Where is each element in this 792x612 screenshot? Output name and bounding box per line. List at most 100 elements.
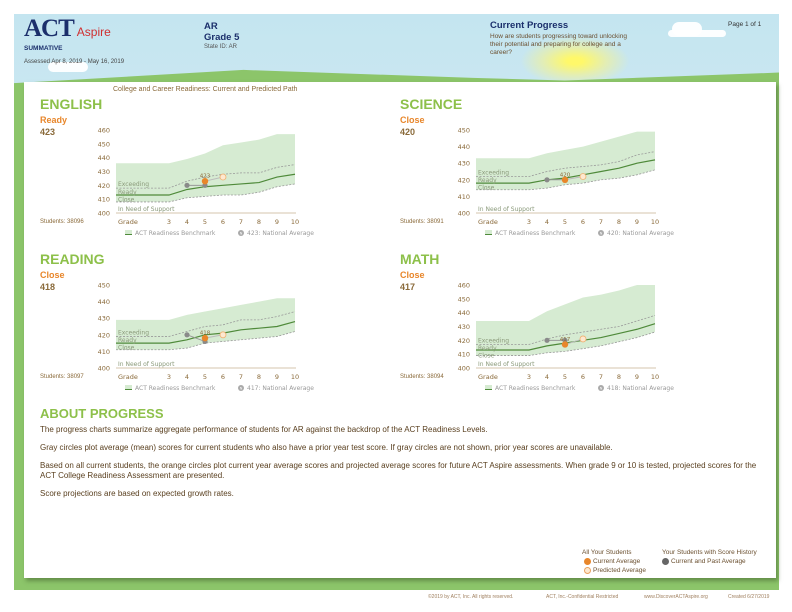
zone-label: Ready	[478, 177, 497, 184]
act-aspire-logo: ACT Aspire	[24, 15, 111, 42]
subject-title: SCIENCE	[400, 96, 463, 112]
benchmark-legend-label: ACT Readiness Benchmark	[135, 385, 216, 392]
subject-title: MATH	[400, 251, 440, 267]
y-tick-label: 450	[458, 295, 470, 303]
zone-label: In Need of Support	[478, 206, 535, 213]
entity-name: AR	[204, 21, 218, 32]
y-tick-label: 420	[98, 331, 110, 339]
grade-tick-label: 3	[167, 218, 171, 226]
about-title: ABOUT PROGRESS	[40, 406, 164, 421]
grade-tick-label: 6	[221, 373, 225, 381]
grade-tick-label: 3	[527, 218, 531, 226]
about-progress: ABOUT PROGRESS The progress charts summa…	[40, 406, 760, 507]
readiness-band	[116, 134, 295, 202]
assessment-type: SUMMATIVE	[24, 45, 63, 52]
average-score: 420	[400, 127, 416, 137]
about-paragraph: Gray circles plot average (mean) scores …	[40, 443, 613, 452]
students-count: Students: 38096	[40, 219, 84, 225]
national-average-icon-letter: N	[240, 231, 243, 235]
grade-tick-label: 7	[599, 218, 603, 226]
benchmark-legend-label: ACT Readiness Benchmark	[495, 230, 576, 237]
average-score: 418	[40, 282, 56, 292]
sun-graphic	[520, 36, 630, 86]
national-average-icon	[238, 230, 244, 236]
grade-tick-label: 10	[291, 373, 299, 381]
about-paragraph: Score projections are based on expected …	[40, 489, 234, 498]
grade-tick-label: 4	[185, 218, 189, 226]
zone-label: Close	[118, 197, 135, 204]
y-tick-label: 430	[458, 323, 470, 331]
footer-url[interactable]: www.DiscoverACTAspire.org	[644, 594, 708, 600]
y-tick-label: 410	[458, 351, 470, 359]
benchmark-line	[116, 173, 296, 196]
y-tick-label: 440	[98, 298, 110, 306]
past-average-point	[544, 177, 550, 183]
benchmark-legend-label: ACT Readiness Benchmark	[495, 385, 576, 392]
y-tick-label: 430	[98, 168, 110, 176]
y-tick-label: 410	[98, 196, 110, 204]
readiness-status: Ready	[40, 115, 68, 125]
y-tick-label: 440	[458, 309, 470, 317]
y-tick-label: 420	[98, 182, 110, 190]
grade-axis-label: Grade	[478, 373, 498, 381]
current-average-point	[561, 176, 569, 183]
students-count: Students: 38094	[400, 374, 444, 380]
zone-label: Ready	[118, 189, 137, 196]
current-score-label: 420	[560, 172, 571, 178]
students-count: Students: 38091	[400, 219, 444, 225]
y-tick-label: 420	[458, 337, 470, 345]
average-score: 423	[40, 127, 56, 137]
y-tick-label: 440	[98, 154, 110, 162]
zone-label: Exceeding	[478, 169, 509, 176]
current-score-label: 417	[560, 337, 571, 343]
national-average-icon-letter: N	[240, 386, 243, 390]
grade-tick-label: 7	[599, 373, 603, 381]
national-average-icon	[238, 385, 244, 391]
zone-label: In Need of Support	[118, 361, 175, 368]
past-average-point	[544, 337, 550, 343]
zone-label: Close	[118, 345, 135, 352]
current-average-point	[561, 341, 569, 348]
y-tick-label: 420	[458, 176, 470, 184]
report-title: Current Progress	[490, 20, 569, 31]
readiness-status: Close	[400, 115, 425, 125]
predicted-average-point	[219, 173, 227, 181]
about-paragraph: The progress charts summarize aggregate …	[40, 425, 488, 434]
grade-tick-label: 10	[291, 218, 299, 226]
y-tick-label: 400	[458, 210, 470, 218]
grade-tick-label: 9	[635, 218, 639, 226]
predicted-average-point	[579, 335, 587, 343]
footer-copyright: ©2019 by ACT, Inc. All rights reserved.	[428, 594, 514, 600]
predicted-average-point	[579, 173, 587, 180]
section-title: College and Career Readiness: Current an…	[113, 86, 298, 93]
subject-title: READING	[40, 251, 105, 267]
past-average-connector	[186, 334, 206, 342]
benchmark-legend-swatch	[485, 385, 492, 389]
grade-tick-label: 4	[545, 218, 549, 226]
subject-title: ENGLISH	[40, 96, 103, 112]
science-panel: SCIENCE Close 420 Students: 38091 400 410 4…	[398, 96, 738, 246]
progress-chart: 400 410 420 430 440 450 Grade 3 4 5 6 7 8 9 10 Exceedin…	[458, 127, 675, 238]
students-count: Students: 38097	[40, 374, 84, 380]
math-panel: MATH Close 417 Students: 38094 400 410 420 4…	[398, 251, 738, 401]
cloud-graphic	[48, 62, 88, 72]
grade-tick-label: 7	[239, 373, 243, 381]
legend-history-title: Your Students with Score History	[662, 549, 757, 556]
grade-axis-label: Grade	[118, 373, 138, 381]
grade-tick-label: 6	[221, 218, 225, 226]
grade-label: Grade 5	[204, 32, 240, 43]
grade-tick-label: 8	[257, 373, 261, 381]
benchmark-legend-swatch	[125, 385, 132, 389]
report-question: How are students progressing toward unlo…	[490, 33, 627, 56]
y-tick-label: 400	[98, 365, 110, 373]
grade-tick-label: 5	[203, 373, 207, 381]
exceeding-line	[476, 315, 656, 345]
zone-label: In Need of Support	[118, 206, 175, 213]
zone-label: Exceeding	[118, 181, 149, 188]
zone-label: Exceeding	[118, 329, 149, 336]
national-average-label: 418: National Average	[607, 385, 674, 392]
grade-axis-label: Grade	[478, 218, 498, 226]
legend-all-students: All Your Students Current Average Predic…	[582, 548, 646, 575]
grade-tick-label: 4	[545, 373, 549, 381]
page-indicator: Page 1 of 1	[728, 21, 762, 28]
